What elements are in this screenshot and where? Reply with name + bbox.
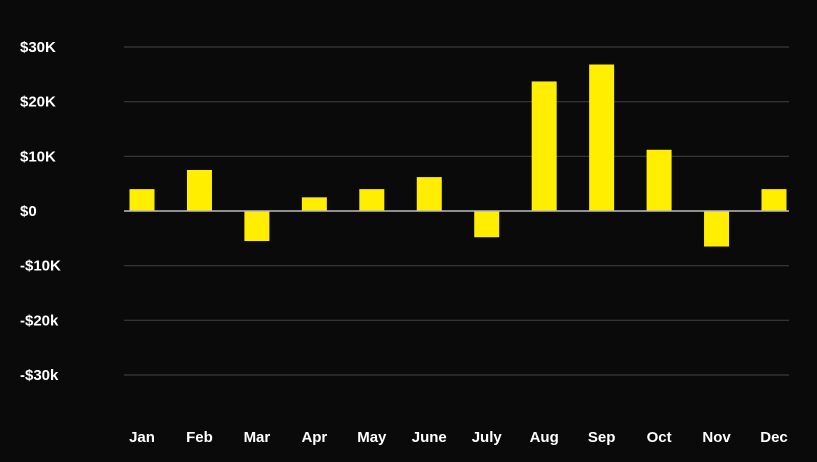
bars: [129, 64, 787, 247]
bar-mar: [244, 211, 270, 242]
bar-july: [474, 211, 500, 238]
x-tick-label: July: [472, 429, 503, 446]
bar-aug: [531, 81, 557, 211]
x-tick-label: Dec: [760, 429, 788, 446]
y-tick-label: $10K: [20, 148, 56, 165]
y-tick-label: $30K: [20, 39, 56, 56]
x-tick-label: Aug: [530, 429, 559, 446]
bar-nov: [704, 211, 730, 247]
y-tick-label: $0: [20, 203, 37, 220]
y-tick-label: -$20k: [20, 312, 59, 329]
bar-apr: [301, 197, 327, 211]
x-tick-label: June: [412, 429, 447, 446]
bar-dec: [761, 189, 787, 211]
bar-sep: [589, 64, 615, 211]
x-tick-label: Oct: [647, 429, 672, 446]
bar-feb: [186, 170, 212, 211]
x-tick-label: Jan: [129, 429, 155, 446]
x-axis-category-labels: Jan Feb Mar Apr May June July Aug Sep Oct Nov Dec: [129, 429, 788, 446]
y-tick-label: $20K: [20, 94, 56, 111]
x-tick-label: May: [357, 429, 387, 446]
x-tick-label: Mar: [244, 429, 271, 446]
x-tick-label: Apr: [301, 429, 327, 446]
bar-jan: [129, 189, 155, 211]
y-tick-label: -$30k: [20, 367, 59, 384]
bar-oct: [646, 149, 672, 211]
bar-june: [416, 177, 442, 211]
x-tick-label: Sep: [588, 429, 616, 446]
y-axis-tick-labels: $30K $20K $10K $0 -$10K -$20k -$30k: [20, 39, 61, 384]
x-tick-label: Nov: [702, 429, 731, 446]
y-tick-label: -$10K: [20, 258, 61, 275]
bar-may: [359, 189, 385, 211]
x-tick-label: Feb: [186, 429, 213, 446]
gridlines: [124, 46, 789, 376]
